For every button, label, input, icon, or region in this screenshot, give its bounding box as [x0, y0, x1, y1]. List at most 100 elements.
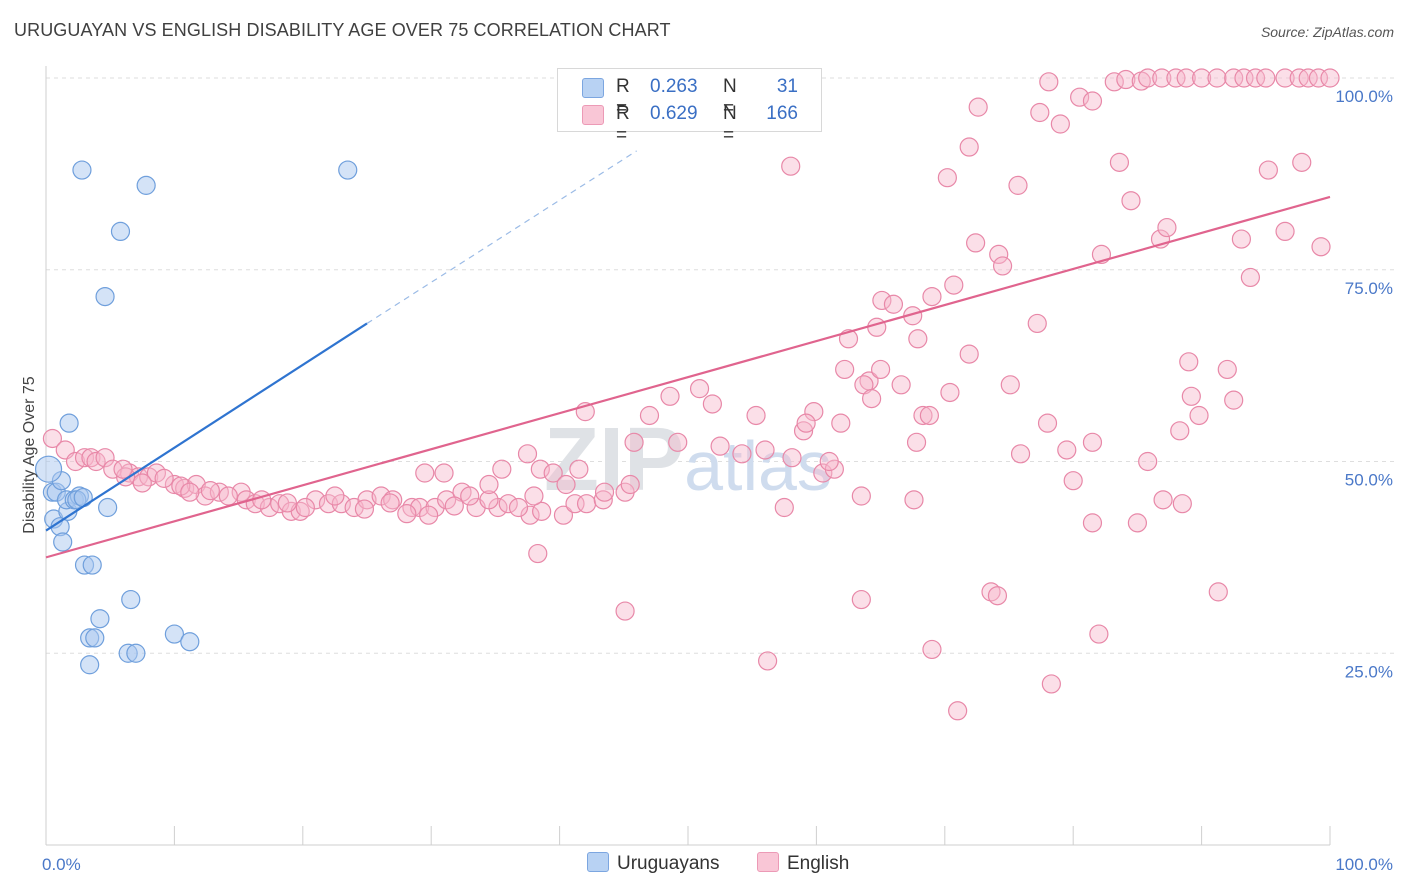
english-point [987, 586, 1008, 606]
y-tick-label: 25.0% [1345, 662, 1393, 681]
english-point [1037, 413, 1058, 433]
english-point [1308, 68, 1329, 88]
r-value: 0.263 [650, 76, 698, 97]
r-label: R = [616, 76, 630, 119]
english-point [710, 436, 730, 456]
english-point [904, 490, 924, 510]
uruguayan-point [73, 487, 93, 508]
english-point [1217, 359, 1237, 380]
english-point [520, 505, 540, 525]
english-point [154, 468, 174, 488]
english-point [959, 344, 979, 364]
uruguayan-point [59, 413, 79, 433]
points-layer [34, 68, 1340, 721]
uruguayan-point [121, 589, 141, 610]
english-point [1039, 72, 1059, 92]
english-point [218, 486, 238, 506]
english-point [1208, 582, 1228, 602]
english-point [793, 421, 814, 441]
english-point [620, 474, 640, 495]
bottom-legend-english: English [757, 852, 849, 875]
english-point [937, 168, 957, 188]
english-point [113, 459, 133, 479]
english-point [295, 497, 315, 518]
trend-layer [45, 150, 1331, 559]
english-point [1275, 68, 1295, 88]
uruguayan-point [80, 655, 100, 675]
r-value: 0.629 [650, 103, 698, 124]
english-point [919, 405, 939, 426]
english-point [1000, 375, 1020, 395]
english-point [1311, 237, 1331, 257]
english-point [95, 448, 115, 468]
english-point [1050, 114, 1070, 134]
uruguayan-point [136, 175, 156, 195]
english-point [835, 359, 855, 380]
english-point [922, 639, 942, 660]
english-point [132, 473, 152, 493]
english-point [74, 448, 95, 468]
uruguayan-point [95, 286, 115, 307]
english-point [460, 486, 480, 506]
english-point [1127, 513, 1148, 533]
english-point [746, 405, 766, 426]
english-point [883, 294, 904, 314]
english-point [425, 497, 445, 518]
english-point [543, 463, 563, 483]
english-point [415, 463, 435, 483]
english-point [498, 494, 518, 514]
uruguayan-trend-extension [366, 150, 637, 324]
english-point [758, 651, 778, 671]
english-point [517, 444, 538, 464]
english-point [556, 474, 576, 495]
english-point [660, 386, 680, 406]
english-point [906, 432, 927, 452]
english-point [702, 394, 722, 414]
english-point [434, 463, 454, 483]
english-point [1082, 513, 1103, 533]
english-point [1189, 405, 1209, 426]
english-point [354, 499, 375, 519]
english-point [1258, 160, 1278, 180]
english-point [908, 329, 928, 349]
english-point [781, 156, 801, 176]
english-point [380, 493, 400, 513]
english-point [862, 389, 882, 409]
english-point [1027, 313, 1047, 334]
english-point [1245, 68, 1266, 88]
english-point [1063, 471, 1083, 491]
english-point [1041, 674, 1061, 694]
english-point [180, 482, 200, 502]
english-point [565, 494, 585, 514]
english-point [1234, 68, 1254, 88]
uruguayan-point [180, 632, 200, 652]
english-point [989, 244, 1009, 265]
english-swatch [757, 852, 779, 872]
english-point [1089, 624, 1109, 644]
bottom-legend-uruguayans: Uruguayans [587, 852, 719, 875]
x-tick-label-max: 100.0% [1335, 855, 1393, 874]
english-point [1116, 69, 1136, 90]
english-point [913, 405, 933, 426]
uruguayan-trend-line [45, 322, 368, 532]
english-point [796, 413, 816, 433]
uruguayan-point [85, 628, 105, 648]
english-trend-line [45, 195, 1331, 559]
english-label: English [787, 853, 850, 874]
english-point [1082, 91, 1103, 111]
english-point [804, 402, 824, 422]
english-point [1138, 451, 1158, 472]
english-point [1152, 68, 1172, 88]
english-point [1224, 390, 1244, 410]
english-point [419, 505, 439, 525]
watermark-atlas: atlas [684, 427, 832, 505]
n-value: 166 [766, 103, 798, 124]
english-point [1240, 267, 1260, 288]
english-point [1109, 152, 1130, 172]
english-point [530, 459, 550, 479]
uruguayan-point [72, 160, 92, 180]
n-value: 31 [776, 76, 798, 97]
english-point [1224, 68, 1244, 88]
english-point [1008, 175, 1028, 195]
english-point [1181, 386, 1201, 406]
